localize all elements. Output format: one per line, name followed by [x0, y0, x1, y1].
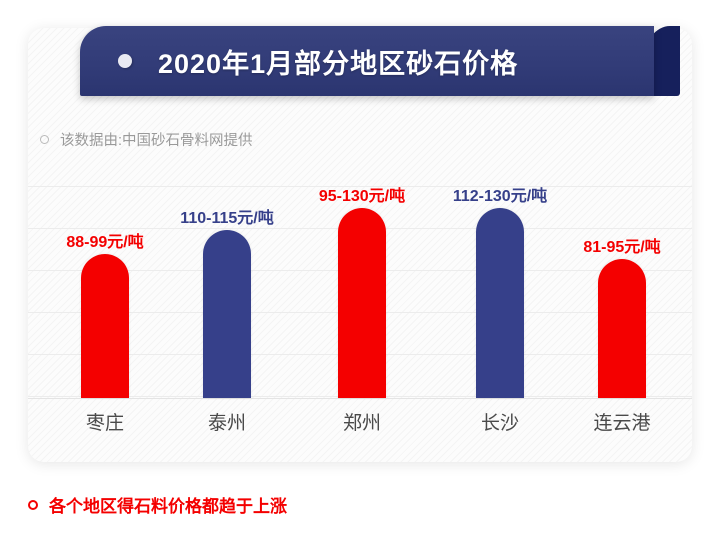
bar-value-label: 112-130元/吨 [452, 188, 548, 205]
bar-rect[interactable] [338, 208, 386, 398]
circle-outline-icon [40, 135, 49, 144]
x-tick-郑州: 郑州 [342, 413, 382, 434]
source-note-text: 该数据由:中国砂石骨料网提供 [60, 133, 253, 149]
gridline [28, 186, 692, 187]
bar-rect[interactable] [203, 230, 251, 398]
title-banner: 2020年1月部分地区砂石价格 [80, 26, 680, 96]
footer-note-text: 各个地区得石料价格都趋于上涨 [49, 497, 287, 516]
source-note: 该数据由:中国砂石骨料网提供 [40, 129, 253, 150]
circle-outline-icon [28, 499, 38, 510]
x-axis-tick-labels: 枣庄 泰州 郑州 长沙 连云港 [28, 408, 692, 442]
x-tick-泰州: 泰州 [207, 413, 247, 434]
banner-body: 2020年1月部分地区砂石价格 [80, 26, 654, 96]
bar-value-label: 88-99元/吨 [66, 234, 144, 251]
x-tick-枣庄: 枣庄 [85, 413, 125, 434]
footer-note: 各个地区得石料价格都趋于上涨 [28, 492, 287, 517]
bar-value-label: 95-130元/吨 [318, 188, 406, 205]
bar-rect[interactable] [598, 259, 646, 398]
bar-value-label: 81-95元/吨 [583, 239, 661, 256]
page-title: 2020年1月部分地区砂石价格 [158, 48, 519, 79]
bar-连云港[interactable] [598, 259, 646, 398]
chart-plot-area: 88-99元/吨 110-115元/吨 95-130元/吨 112-130元/吨 81-… [28, 172, 692, 399]
bar-泰州[interactable] [203, 230, 251, 398]
bar-枣庄[interactable] [81, 254, 129, 398]
bar-value-label: 110-115元/吨 [180, 210, 274, 227]
bar-郑州[interactable] [338, 208, 386, 398]
x-tick-连云港: 连云港 [593, 413, 651, 434]
bar-rect[interactable] [476, 208, 524, 398]
bar-rect[interactable] [81, 254, 129, 398]
dot-icon [118, 54, 132, 68]
axis-baseline [28, 398, 692, 399]
x-tick-长沙: 长沙 [480, 413, 520, 434]
bar-长沙[interactable] [476, 208, 524, 398]
